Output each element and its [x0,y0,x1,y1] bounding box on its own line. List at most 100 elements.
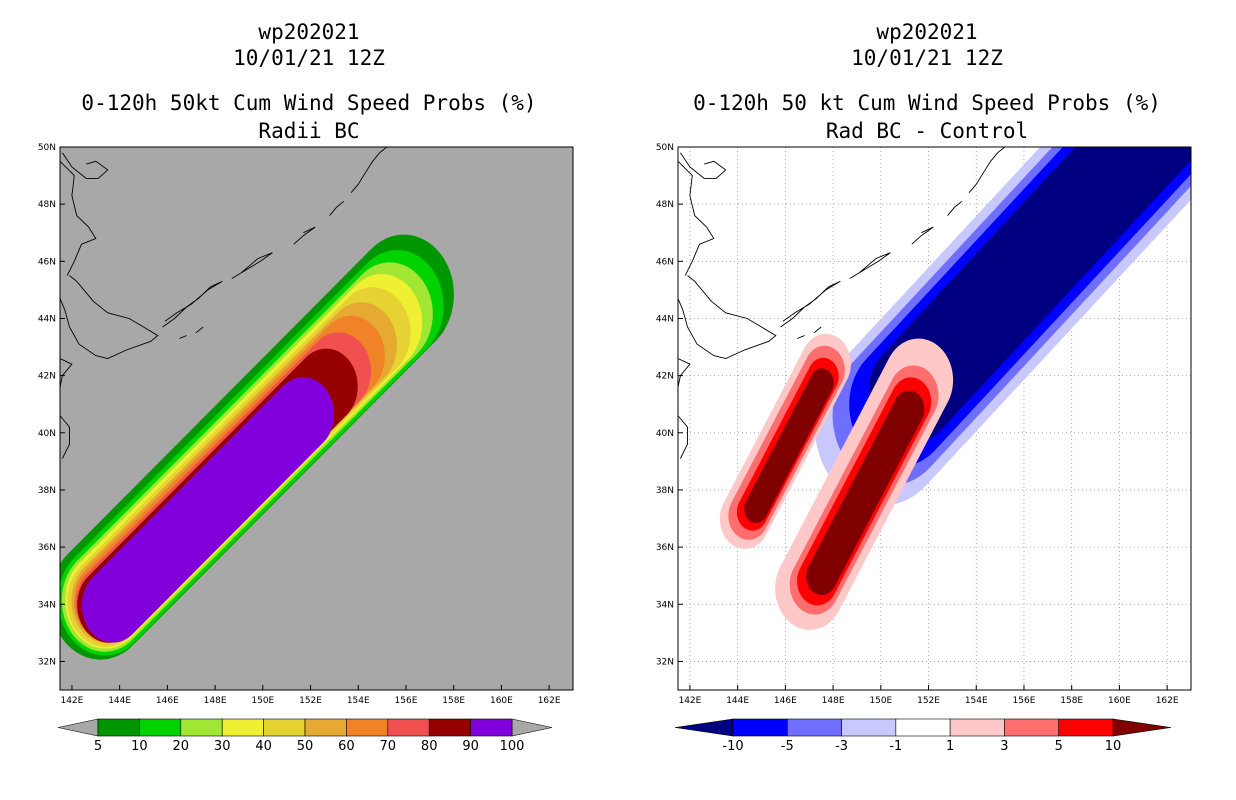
x-tick-label: 150E [251,696,274,706]
plot-frame [59,146,574,691]
colorbar-label: 60 [338,739,355,754]
coastline [678,358,691,388]
y-tick-label: 48N [656,200,674,210]
y-tick-label: 32N [38,657,56,667]
coastline [329,200,345,216]
x-tick-label: 154E [347,696,370,706]
y-tick-label: 44N [656,314,674,324]
y-tick-label: 36N [38,543,56,553]
plot-area [678,147,1191,690]
y-tick-label: 36N [656,543,674,553]
colorbar-label: 40 [255,739,272,754]
right-panel: wp202021 10/01/21 12Z 0-120h 50 kt Cum W… [618,0,1236,800]
x-tick-label: 150E [869,696,892,706]
x-tick-label: 156E [395,696,418,706]
colorbar-label: 10 [131,739,148,754]
y-tick-label: 42N [38,372,56,382]
contour-90pct [81,377,335,643]
colorbar-swatch [786,718,842,737]
chart-title: 0-120h 50 kt Cum Wind Speed Probs (%) [693,91,1161,115]
coastline [62,152,109,179]
x-tick-label: 152E [917,696,940,706]
plot-frame [677,146,1192,691]
y-tick-label: 38N [38,486,56,496]
coastline [947,200,963,216]
y-tick-label: 38N [656,486,674,496]
coastline [780,280,841,328]
coastline [813,326,822,334]
coastline [60,415,70,459]
colorbar-label: 30 [214,739,231,754]
x-tick-label: 160E [1108,696,1131,706]
colorbar-label: 3 [1000,739,1008,754]
coastline [911,226,934,245]
x-tick-label: 142E [60,696,83,706]
colorbar-label: -1 [889,739,902,754]
colorbar-high-arrow [511,718,553,737]
coastline [678,160,715,276]
x-tick-label: 162E [1156,696,1179,706]
x-tick-label: 152E [299,696,322,706]
x-tick-label: 158E [442,696,465,706]
chart-subtitle: Radii BC [258,119,360,143]
x-tick-label: 144E [726,696,749,706]
contour-pos-10 [806,390,925,595]
x-tick-label: 142E [678,696,701,706]
x-tick-label: 146E [774,696,797,706]
coastline [60,358,73,388]
colorbar-swatch [221,718,264,737]
y-tick-label: 44N [38,314,56,324]
colorbar-label: -5 [781,739,794,754]
colorbar-label: 50 [297,739,314,754]
coastline [162,280,223,328]
x-tick-label: 158E [1060,696,1083,706]
colorbar-low-arrow [57,718,99,737]
colorbar-label: 80 [421,739,438,754]
colorbar-high-arrow [1112,718,1172,737]
y-tick-label: 50N [656,143,674,153]
y-tick-label: 34N [656,600,674,610]
colorbar-label: 20 [173,739,190,754]
x-tick-label: 156E [1013,696,1036,706]
y-tick-label: 32N [656,657,674,667]
x-tick-label: 154E [965,696,988,706]
right-chart-svg: 142E 144E 146E 148E 150E 152E 154E 156E 158E 160E… [656,143,1192,754]
x-tick-label: 160E [490,696,513,706]
y-tick-label: 46N [656,257,674,267]
colorbar-label: 70 [380,739,397,754]
colorbar-swatch [1058,718,1114,737]
y-tick-label: 40N [656,429,674,439]
x-tick-label: 146E [156,696,179,706]
y-tick-label: 40N [38,429,56,439]
storm-id: wp202021 [258,20,360,44]
coastline [60,275,159,359]
x-tick-label: 144E [108,696,131,706]
colorbar-swatch [139,718,182,737]
colorbar-swatch [895,718,951,737]
y-tick-label: 46N [38,257,56,267]
colorbar-swatch [180,718,223,737]
coastline [680,152,727,179]
colorbar-swatch [1004,718,1060,737]
colorbar-label: 5 [1055,739,1063,754]
coastline [849,252,891,279]
colorbar-swatch [732,718,788,737]
coastline [350,147,388,193]
colorbar-swatch [949,718,1005,737]
colorbar-swatch [304,718,347,737]
coastline [293,226,316,245]
y-tick-label: 34N [38,600,56,610]
colorbar-label: -10 [722,739,743,754]
y-tick-label: 42N [656,372,674,382]
coastline [195,326,204,334]
colorbar-swatch [97,718,140,737]
y-tick-label: 50N [38,143,56,153]
coastline [968,147,1006,193]
colorbar-swatch [428,718,471,737]
coastline [797,335,805,339]
coastline [231,252,273,279]
x-tick-label: 162E [538,696,561,706]
contour-pos-10 [744,368,834,523]
colorbar-label: -3 [835,739,848,754]
colorbar-swatch [841,718,897,737]
